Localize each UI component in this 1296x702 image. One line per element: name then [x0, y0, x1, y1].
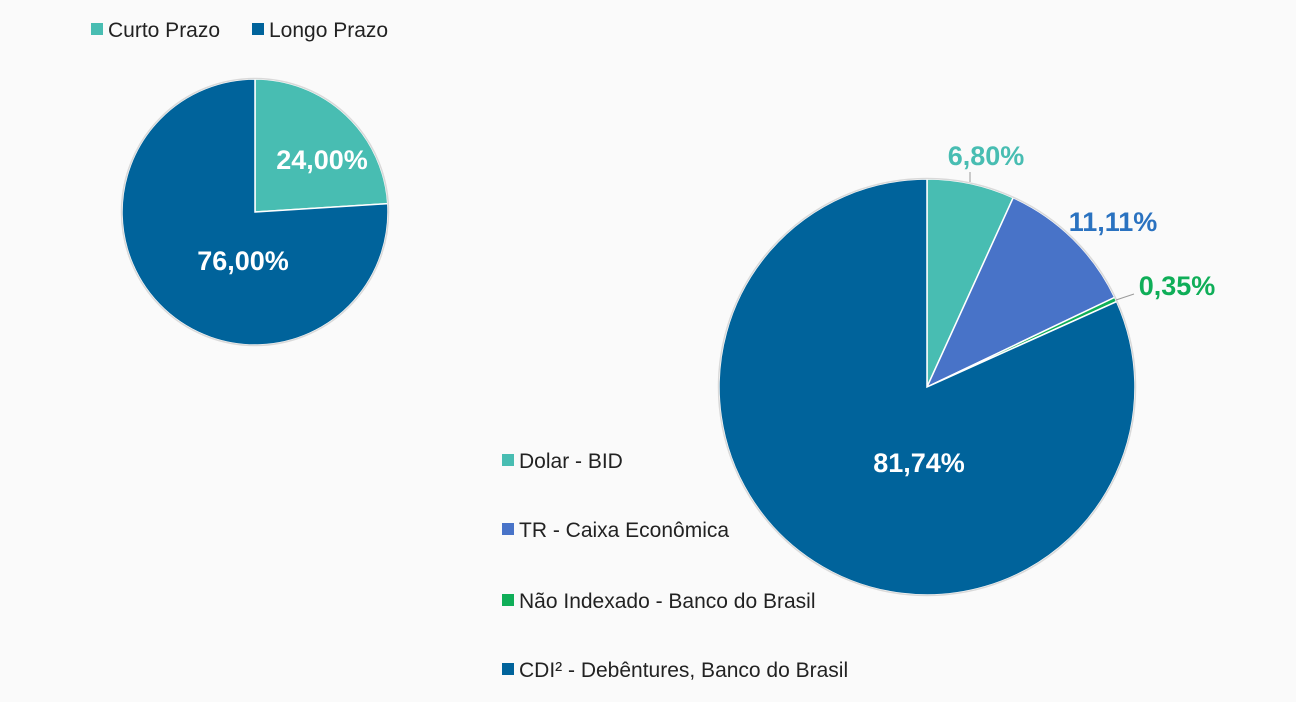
chart1-legend: Curto Prazo Longo Prazo — [91, 19, 388, 42]
legend-swatch-nao-indexado — [502, 594, 514, 606]
leader-line-nao-indexado — [1115, 293, 1135, 301]
chart2-legend: Dolar - BID TR - Caixa Econômica Não Ind… — [502, 450, 848, 682]
legend-swatch-dolar-bid — [502, 454, 514, 466]
chart2-pie: 6,80% 11,11% 0,35% 81,74% — [717, 141, 1216, 597]
legend-label-dolar-bid: Dolar - BID — [519, 450, 623, 473]
legend-label-tr-caixa: TR - Caixa Econômica — [519, 519, 729, 542]
legend-swatch-tr-caixa — [502, 523, 514, 535]
data-label-curto-prazo: 24,00% — [276, 145, 368, 175]
legend-swatch-curto-prazo — [91, 23, 103, 35]
chart1-pie: 24,00% 76,00% — [120, 77, 390, 347]
chart2-pie-outline — [717, 177, 1137, 597]
legend-label-nao-indexado: Não Indexado - Banco do Brasil — [519, 590, 816, 613]
data-label-nao-indexado: 0,35% — [1139, 271, 1216, 301]
legend-label-cdi-debentures: CDI² - Debêntures, Banco do Brasil — [519, 659, 848, 682]
legend-label-curto-prazo: Curto Prazo — [108, 19, 220, 42]
legend-label-longo-prazo: Longo Prazo — [269, 19, 388, 42]
data-label-cdi-debentures: 81,74% — [873, 448, 965, 478]
chart1-pie-outline — [120, 77, 390, 347]
data-label-dolar-bid: 6,80% — [948, 141, 1025, 171]
data-label-longo-prazo: 76,00% — [197, 246, 289, 276]
legend-swatch-longo-prazo — [252, 23, 264, 35]
legend-swatch-cdi-debentures — [502, 663, 514, 675]
data-label-tr-caixa: 11,11% — [1069, 207, 1158, 237]
